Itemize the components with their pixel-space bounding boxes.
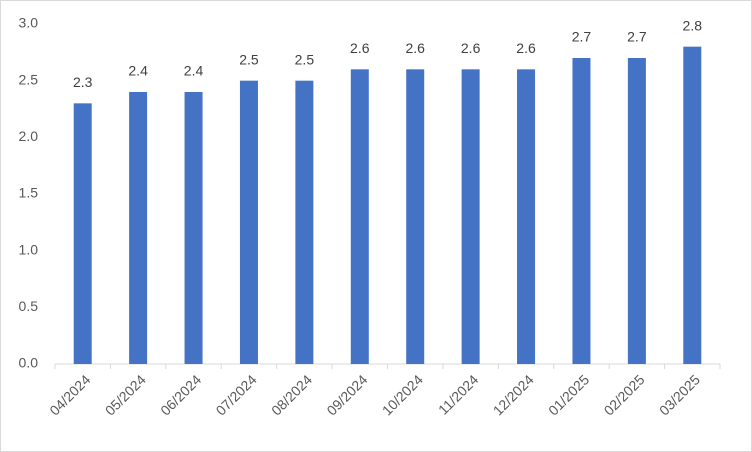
data-label: 2.7: [627, 29, 647, 45]
data-label: 2.4: [184, 63, 204, 79]
bar: [683, 46, 702, 365]
data-label: 2.5: [295, 51, 315, 67]
bar: [406, 69, 425, 364]
data-label: 2.7: [572, 29, 592, 45]
bar: [239, 80, 258, 365]
data-label: 2.8: [683, 17, 703, 33]
y-tick-label: 2.5: [19, 71, 39, 87]
bar: [184, 92, 203, 364]
y-tick-label: 0.0: [19, 355, 39, 371]
bar: [295, 80, 314, 365]
bar: [572, 58, 591, 364]
y-tick-label: 0.5: [19, 298, 39, 314]
data-label: 2.3: [73, 74, 93, 90]
data-label: 2.6: [516, 40, 536, 56]
y-tick-label: 2.0: [19, 128, 39, 144]
data-label: 2.6: [461, 40, 481, 56]
data-label: 2.6: [405, 40, 425, 56]
bar: [461, 69, 480, 364]
data-label: 2.4: [128, 63, 148, 79]
y-tick-label: 3.0: [19, 15, 39, 31]
bar: [517, 69, 536, 364]
bar: [129, 92, 148, 364]
data-label: 2.6: [350, 40, 370, 56]
data-label: 2.5: [239, 51, 259, 67]
bar: [627, 58, 646, 364]
bar: [350, 69, 369, 364]
bar: [73, 103, 92, 364]
y-tick-label: 1.5: [19, 185, 39, 201]
y-tick-label: 1.0: [19, 241, 39, 257]
